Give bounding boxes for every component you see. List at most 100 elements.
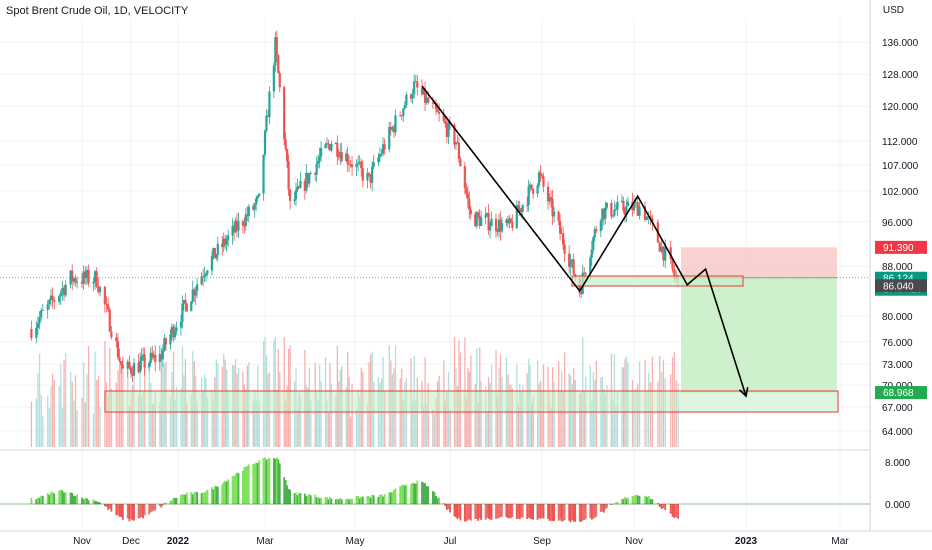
oscillator-bar (160, 504, 163, 508)
candle-body (49, 295, 53, 300)
oscillator-bar (48, 494, 51, 505)
oscillator-bar (520, 504, 523, 518)
volume-bar (399, 378, 401, 447)
oscillator-bar (466, 504, 469, 521)
oscillator-bar (329, 497, 331, 505)
volume-bar (97, 375, 100, 447)
drawings[interactable] (104, 85, 839, 413)
candle-body (444, 120, 447, 124)
oscillator-bar (252, 463, 255, 505)
oscillator-bar (121, 504, 124, 520)
candle-body (345, 153, 348, 162)
oscillator-bar (180, 494, 182, 505)
candle-body (580, 293, 583, 295)
volume-bar (320, 381, 322, 447)
candle-body (367, 172, 371, 175)
oscillator-bar (86, 498, 88, 505)
oscillator-bar (610, 504, 613, 506)
oscillator-bar (389, 492, 392, 505)
oscillator-bar (194, 491, 197, 505)
candle-body (372, 162, 375, 167)
oscillator-bar (51, 491, 54, 505)
candle-body (92, 281, 95, 284)
oscillator-bar (425, 486, 428, 505)
oscillator-bar (283, 477, 286, 505)
candle-body (422, 88, 425, 95)
candle-body (216, 243, 219, 255)
volume-bar (53, 380, 55, 447)
oscillator-bar (314, 494, 317, 505)
volume-bar (276, 389, 278, 447)
oscillator-bar (94, 500, 96, 505)
volume-bar (180, 388, 182, 447)
volume-bar (175, 386, 178, 447)
candle-body (425, 97, 428, 103)
oscillator-bar (405, 484, 408, 505)
candle-body (517, 205, 520, 213)
volume-bar (330, 383, 333, 447)
oscillator-bar (175, 497, 178, 505)
oscillator-bar (284, 479, 287, 505)
candle-body (284, 139, 287, 150)
candle-body (620, 200, 624, 202)
oscillator-bar (41, 495, 44, 505)
oscillator-bar (346, 498, 349, 505)
oscillator-bar (212, 489, 215, 505)
volume-bar (30, 401, 33, 447)
candle-body (51, 295, 54, 300)
volume-bar (366, 404, 369, 447)
oscillator-bar (295, 492, 297, 505)
volume-bar (508, 384, 511, 447)
volume-bar (402, 400, 404, 447)
candle-body (53, 299, 56, 302)
candle-body (457, 142, 461, 160)
time-axis[interactable]: Nov Dec 2022 Mar May Jul Sep Nov 2023 Mar (73, 536, 849, 547)
candle-body (378, 154, 382, 158)
oscillator-bar (38, 497, 41, 505)
time-tick-label: Jul (444, 536, 457, 547)
oscillator-bar (551, 504, 554, 521)
oscillator-bar (50, 492, 52, 505)
oscillator-bar (366, 496, 369, 505)
candle-body (48, 299, 51, 305)
candle-body (324, 144, 327, 148)
oscillator-bar (669, 504, 672, 514)
oscillator-bar (647, 495, 650, 505)
volume-bar (327, 412, 330, 447)
oscillator-bar (154, 504, 157, 511)
oscillator-bar (76, 494, 78, 505)
volume-bar (351, 384, 353, 447)
candle-body (266, 115, 270, 118)
oscillator-bar (616, 501, 619, 505)
price-axis[interactable]: 136.000 128.000 120.000 112.000 107.000 102.0… (875, 38, 927, 438)
oscillator-bar (574, 504, 577, 522)
oscillator-bar (139, 504, 141, 519)
candle-body (497, 219, 501, 232)
oscillator-bar (410, 483, 412, 505)
candle-body (262, 154, 265, 194)
volume-bar (485, 385, 487, 447)
candle-body (548, 197, 551, 202)
oscillator-bar (645, 496, 648, 505)
candle-body (41, 310, 44, 311)
candle-body (314, 173, 317, 175)
volume-bar (435, 397, 437, 447)
price-tick-label: 67.000 (882, 403, 913, 414)
candle-body (420, 87, 424, 95)
candle-body (185, 303, 188, 312)
candle-body (634, 202, 637, 203)
oscillator-bar (444, 504, 447, 507)
candle-body (340, 152, 343, 162)
oscillator-bar (560, 504, 563, 522)
candle-body (286, 149, 289, 162)
candle-body (474, 214, 477, 227)
volume-bar (541, 392, 543, 447)
candle-body (468, 199, 471, 210)
oscillator-bar (268, 457, 271, 505)
candle-body (536, 185, 539, 194)
oscillator-bar (120, 504, 123, 517)
candle-body (200, 276, 203, 285)
oscillator-bar (148, 504, 151, 515)
price-tick-label: 128.000 (882, 70, 919, 81)
